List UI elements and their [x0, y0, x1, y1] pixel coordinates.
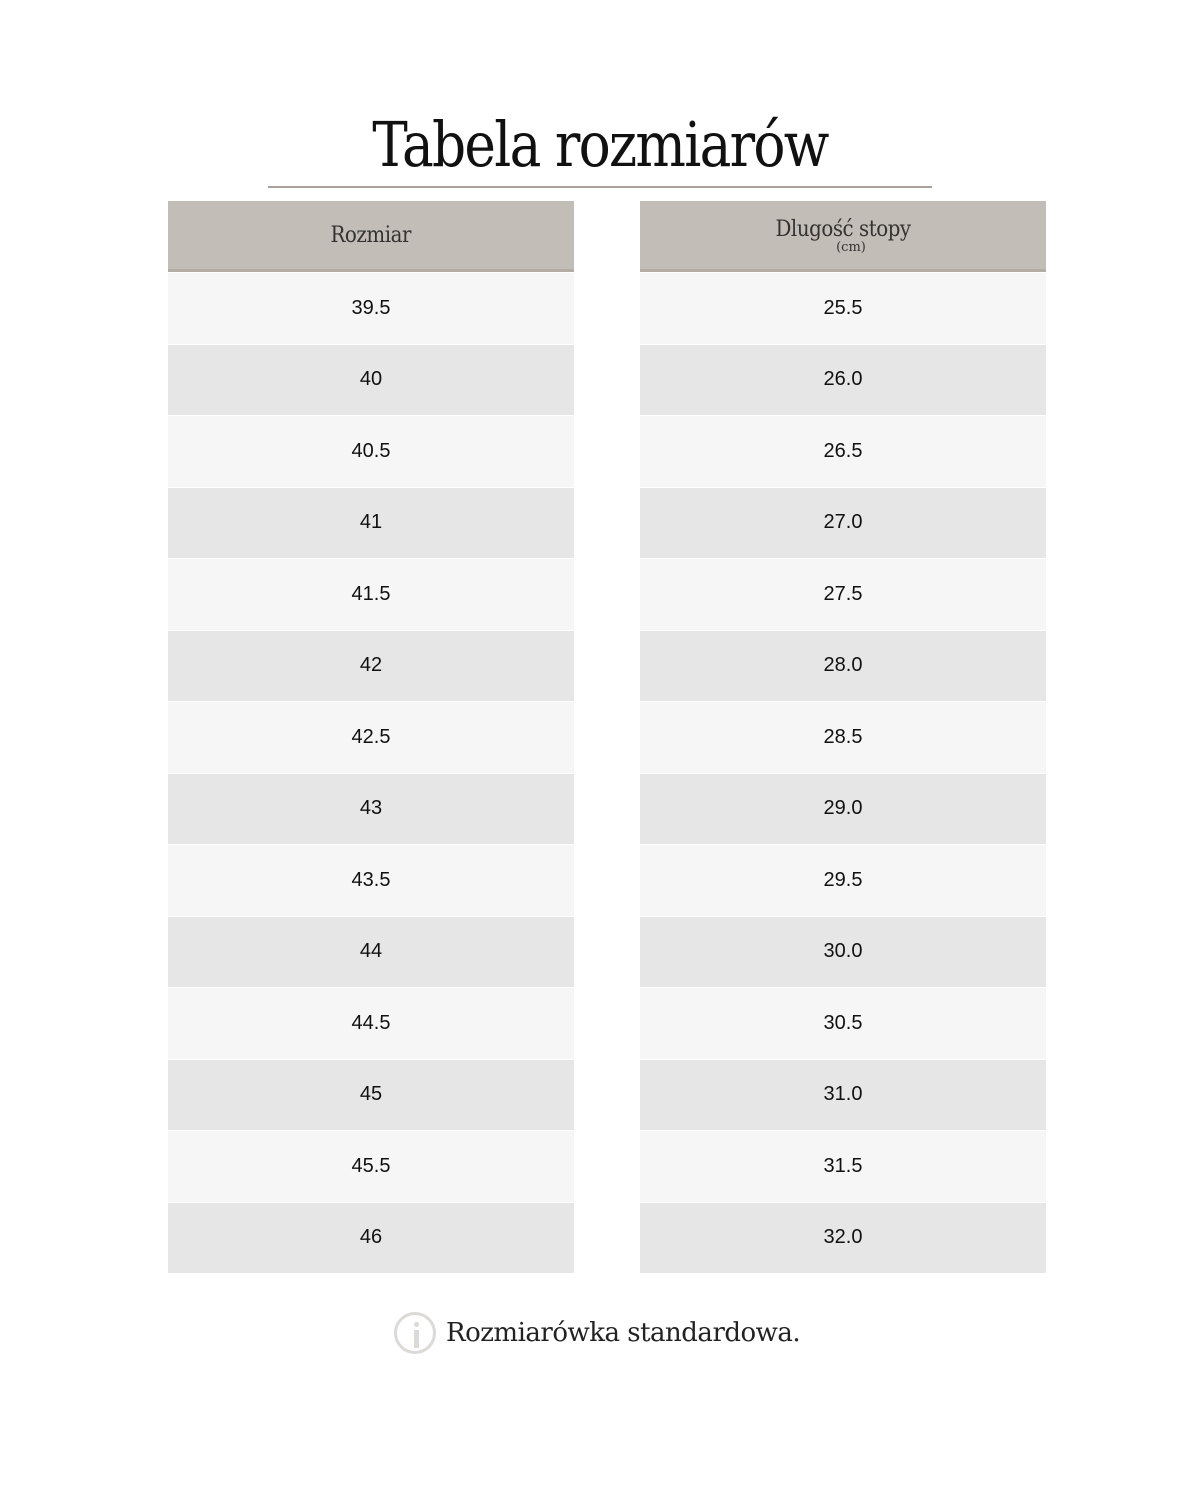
size-cell: 41.5 [168, 558, 574, 630]
size-cell: 40 [168, 343, 574, 415]
size-cell: 45 [168, 1058, 574, 1130]
length-header: Dlugość stopy (cm) [640, 201, 1046, 272]
footnote-text: Rozmiarówka standardowa. [446, 1318, 801, 1348]
length-cell: 27.0 [640, 486, 1046, 558]
size-cell: 44.5 [168, 987, 574, 1059]
info-icon [394, 1312, 436, 1354]
length-cell: 29.5 [640, 844, 1046, 916]
size-header: Rozmiar [168, 201, 574, 272]
page-title: Tabela rozmiarów [372, 108, 829, 181]
size-cell: 42 [168, 629, 574, 701]
length-column: Dlugość stopy (cm) 25.5 26.0 26.5 27.0 27.5 2… [640, 201, 1046, 1273]
length-cell: 28.0 [640, 629, 1046, 701]
size-cell: 44 [168, 915, 574, 987]
size-cell: 43 [168, 772, 574, 844]
length-cell: 30.0 [640, 915, 1046, 987]
length-header-label: Dlugość stopy [775, 216, 911, 242]
size-cell: 43.5 [168, 844, 574, 916]
length-cell: 31.0 [640, 1058, 1046, 1130]
size-cell: 45.5 [168, 1130, 574, 1202]
length-cell: 30.5 [640, 987, 1046, 1059]
length-cell: 32.0 [640, 1201, 1046, 1273]
title-divider [268, 186, 932, 188]
size-header-label: Rozmiar [330, 222, 412, 248]
length-cell: 29.0 [640, 772, 1046, 844]
length-cell: 31.5 [640, 1130, 1046, 1202]
size-column: Rozmiar 39.5 40 40.5 41 41.5 42 42.5 43 43.5 44 44… [168, 201, 574, 1273]
size-cell: 39.5 [168, 272, 574, 344]
length-cell: 28.5 [640, 701, 1046, 773]
length-cell: 27.5 [640, 558, 1046, 630]
size-cell: 46 [168, 1201, 574, 1273]
length-cell: 26.5 [640, 415, 1046, 487]
size-cell: 42.5 [168, 701, 574, 773]
length-header-unit: (cm) [836, 239, 866, 255]
size-cell: 41 [168, 486, 574, 558]
length-cell: 26.0 [640, 343, 1046, 415]
footnote: Rozmiarówka standardowa. [394, 1312, 801, 1354]
length-cell: 25.5 [640, 272, 1046, 344]
size-cell: 40.5 [168, 415, 574, 487]
